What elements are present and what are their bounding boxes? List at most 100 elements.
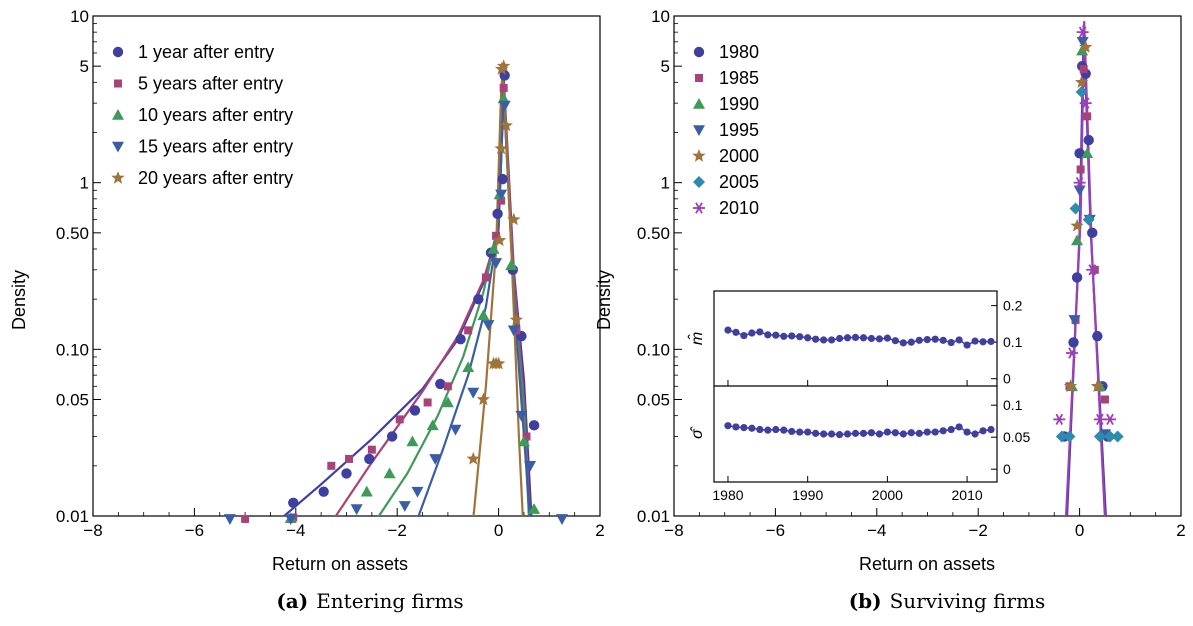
data-point: [1100, 395, 1109, 404]
y-tick-label: 0.01: [637, 507, 670, 526]
data-point: [367, 445, 376, 454]
legend-label: 1995: [719, 120, 759, 140]
panel-b-legend: 1980 1985 1990 1995 2000 2005 2010: [692, 42, 759, 218]
legend-marker: [112, 141, 124, 153]
data-point: [473, 293, 484, 305]
inset-data-point: [939, 427, 947, 435]
inset-data-point: [804, 334, 812, 342]
inset-data-point: [724, 422, 732, 430]
inset-data-point: [867, 334, 876, 343]
inset-data-point: [891, 429, 899, 437]
data-point: [515, 410, 528, 422]
x-tick-label: −4: [867, 521, 886, 540]
inset-data-point: [979, 427, 987, 435]
y-tick-label: 0.50: [637, 224, 670, 243]
data-point: [360, 485, 373, 497]
inset-y-tick-label: 0.2: [1003, 298, 1023, 314]
legend-marker: [693, 202, 705, 214]
panel-a-ticks: −8 −6 −4 −2 0 2 0.01 0.05 0.10 0.50 1 5 10: [56, 7, 605, 540]
data-point: [1063, 430, 1076, 443]
inset-data-point: [867, 429, 876, 437]
inset-data-point: [812, 335, 820, 343]
inset-data-point: [835, 431, 844, 439]
data-point: [509, 313, 523, 326]
data-point: [1081, 147, 1094, 159]
y-tick-label: 1: [661, 174, 670, 193]
data-point: [398, 501, 411, 512]
inset-data-point: [971, 337, 979, 345]
inset-data-point: [947, 338, 955, 347]
panel-a-curves: [282, 71, 533, 516]
data-point: [443, 382, 452, 391]
data-point: [1070, 218, 1084, 232]
data-point: [429, 454, 442, 465]
panel-a-x-axis-label: Return on assets: [272, 554, 408, 574]
inset-data-point: [732, 423, 740, 431]
x-tick-label: −2: [388, 521, 407, 540]
data-point: [505, 259, 518, 270]
x-tick-label: −6: [766, 521, 785, 540]
inset-data-point: [923, 428, 931, 436]
data-point: [487, 242, 500, 254]
data-point: [1073, 177, 1086, 189]
y-tick-label: 0.10: [56, 340, 89, 359]
panel-a: −8 −6 −4 −2 0 2 0.01 0.05 0.10 0.50 1 5 10 1 year af…: [9, 7, 605, 613]
data-point: [411, 486, 424, 498]
data-point: [1111, 430, 1124, 443]
inset-y-tick-label: 0.05: [1003, 429, 1030, 445]
legend-label: 1985: [719, 68, 759, 88]
legend-label: 2005: [719, 172, 759, 192]
data-point: [350, 504, 363, 516]
data-point: [1093, 430, 1106, 443]
data-point: [507, 325, 520, 337]
panel-b-y-axis-label: Density: [594, 270, 614, 330]
legend-label: 1 year after entry: [138, 42, 274, 62]
inset-data-point: [883, 428, 891, 436]
data-point: [497, 59, 511, 72]
y-tick-label: 0.05: [637, 391, 670, 410]
inset-data-point: [987, 337, 995, 346]
panel-b-caption-text: Surviving firms: [890, 589, 1046, 613]
data-point: [1053, 413, 1066, 426]
inset-data-point: [915, 429, 923, 437]
data-point: [1075, 75, 1089, 88]
legend-label: 20 years after entry: [138, 168, 293, 188]
data-point: [441, 396, 454, 408]
y-tick-label: 10: [70, 7, 89, 26]
data-point: [507, 212, 521, 226]
inset-data-point: [812, 429, 820, 437]
y-tick-label: 5: [661, 57, 670, 76]
inset-data-point: [875, 430, 884, 438]
y-tick-label: 0.05: [56, 391, 89, 410]
data-point: [341, 468, 352, 479]
data-point: [497, 173, 508, 185]
x-tick-label: −4: [286, 521, 305, 540]
data-point: [409, 405, 421, 416]
inset-data-point: [748, 329, 756, 337]
inset-data-point: [764, 426, 772, 434]
data-point: [1086, 264, 1099, 276]
panel-b-curves: [1064, 20, 1107, 516]
inset-data-point: [732, 328, 740, 336]
data-point: [395, 415, 404, 424]
legend-label: 2010: [719, 198, 759, 218]
panel-b-caption-prefix: (b): [849, 589, 882, 613]
inset-data-point: [963, 428, 971, 436]
data-point: [524, 461, 537, 472]
inset-data-point: [780, 426, 788, 434]
inset-data-point: [796, 428, 804, 436]
data-point: [1068, 315, 1081, 326]
legend-label: 5 years after entry: [138, 74, 283, 94]
data-point: [288, 497, 299, 509]
inset-data-point: [899, 430, 907, 438]
data-point: [449, 424, 462, 436]
data-point: [1063, 379, 1078, 392]
inset-data-point: [979, 338, 987, 346]
data-point: [1075, 85, 1088, 98]
inset-data-point: [955, 336, 963, 344]
legend-marker: [111, 171, 125, 184]
data-point: [522, 432, 531, 441]
panel-a-legend: 1 year after entry 5 years after entry 10 …: [111, 42, 293, 188]
data-point: [492, 231, 501, 240]
data-point: [497, 196, 506, 205]
